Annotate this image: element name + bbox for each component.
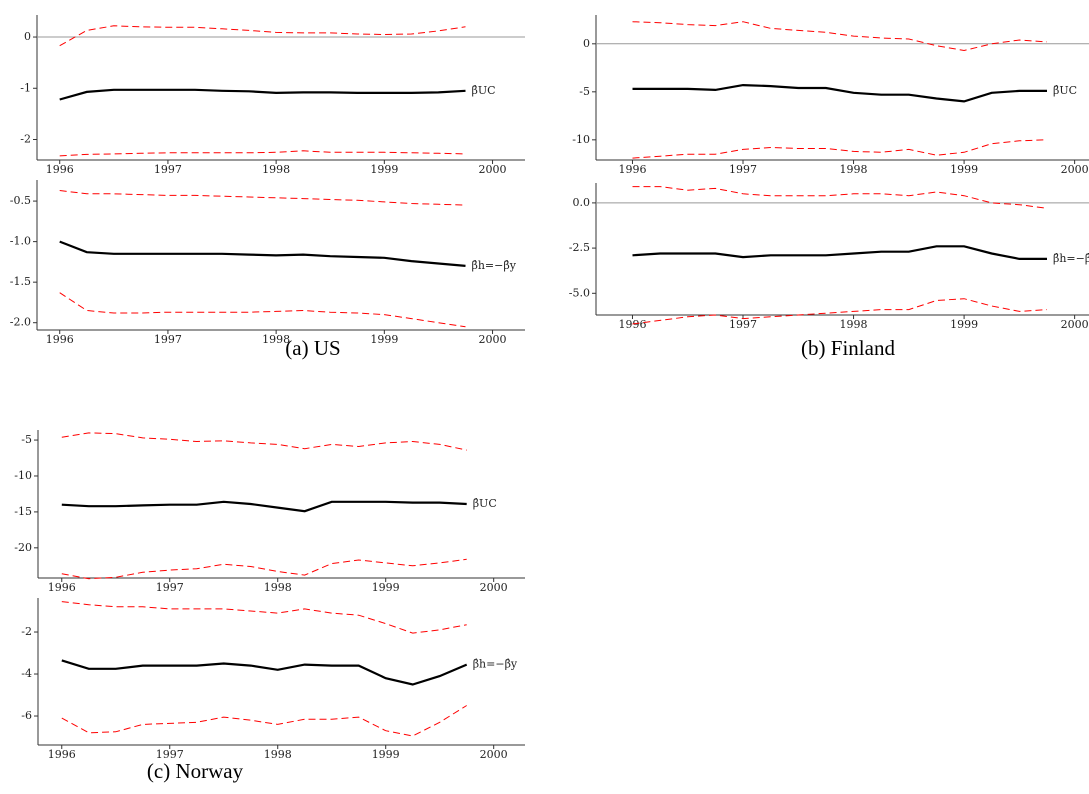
x-tick-label: 2000 — [1061, 163, 1089, 176]
annotation: β̂h=−β̂y — [473, 658, 518, 671]
y-tick-label: -2 — [20, 133, 31, 146]
y-tick-label: -20 — [14, 541, 32, 554]
series-line — [59, 240, 466, 267]
x-tick-label: 1998 — [262, 333, 290, 346]
y-tick-label: -6 — [21, 709, 32, 722]
annotation: β̂UC — [473, 497, 497, 510]
x-tick-label: 1998 — [262, 163, 290, 176]
x-tick-label: 1999 — [372, 748, 400, 761]
x-tick-label: 1997 — [729, 318, 757, 331]
y-tick-label: 0 — [583, 37, 590, 50]
y-tick-label: -4 — [21, 667, 32, 680]
annotation: β̂UC — [471, 84, 495, 97]
x-tick-label: 1999 — [370, 333, 398, 346]
series-line — [632, 245, 1047, 260]
y-tick-label: -0.5 — [10, 194, 31, 207]
y-tick-label: -15 — [14, 505, 32, 518]
x-tick-label: 2000 — [480, 748, 508, 761]
series-line — [61, 432, 467, 451]
x-tick-label: 1999 — [370, 163, 398, 176]
series-line — [59, 292, 466, 328]
annotation: β̂UC — [1053, 84, 1077, 97]
x-tick-label: 1996 — [48, 581, 76, 594]
x-tick-label: 2000 — [1061, 318, 1089, 331]
x-tick-label: 1997 — [154, 163, 182, 176]
x-tick-label: 2000 — [479, 333, 507, 346]
series-line — [632, 186, 1048, 209]
y-tick-label: -5 — [21, 433, 32, 446]
x-tick-label: 2000 — [479, 163, 507, 176]
y-tick-label: 0.0 — [573, 196, 591, 209]
series-line — [61, 558, 467, 580]
x-tick-label: 1999 — [372, 581, 400, 594]
y-tick-label: -5 — [579, 85, 590, 98]
x-tick-label: 1998 — [264, 748, 292, 761]
x-tick-label: 1996 — [48, 748, 76, 761]
series-line — [59, 25, 466, 47]
x-tick-label: 1996 — [618, 163, 646, 176]
x-tick-label: 1997 — [156, 581, 184, 594]
x-tick-label: 1998 — [840, 318, 868, 331]
x-tick-label: 1999 — [950, 163, 978, 176]
series-line — [59, 190, 466, 206]
series-line — [632, 139, 1048, 159]
y-tick-label: -5.0 — [569, 286, 590, 299]
y-tick-label: -1.5 — [10, 275, 31, 288]
series-line — [59, 88, 466, 101]
x-tick-label: 1997 — [729, 163, 757, 176]
x-tick-label: 1996 — [46, 163, 74, 176]
y-tick-label: -2.5 — [569, 241, 590, 254]
y-tick-label: -2 — [21, 625, 32, 638]
series-line — [61, 705, 467, 737]
series-line — [632, 83, 1047, 103]
annotation: β̂h=−β̂ — [1053, 252, 1089, 265]
x-tick-label: 2000 — [480, 581, 508, 594]
series-line — [59, 150, 466, 157]
series-line — [61, 500, 467, 513]
y-tick-label: -2.0 — [10, 316, 31, 329]
y-tick-label: -1.0 — [10, 235, 31, 248]
x-tick-label: 1997 — [156, 748, 184, 761]
series-line — [61, 659, 468, 686]
x-tick-label: 1996 — [618, 318, 646, 331]
caption: (c) Norway — [147, 759, 244, 783]
series-line — [632, 21, 1048, 52]
x-tick-label: 1999 — [950, 318, 978, 331]
caption: (b) Finland — [801, 336, 895, 360]
y-tick-label: -1 — [20, 81, 31, 94]
x-tick-label: 1998 — [264, 581, 292, 594]
caption: (a) US — [285, 336, 340, 360]
y-tick-label: -10 — [14, 469, 32, 482]
y-tick-label: -10 — [572, 133, 590, 146]
x-tick-label: 1998 — [840, 163, 868, 176]
annotation: β̂h=−β̂y — [471, 259, 516, 272]
y-tick-label: 0 — [24, 30, 31, 43]
x-tick-label: 1996 — [46, 333, 74, 346]
x-tick-label: 1997 — [154, 333, 182, 346]
series-line — [632, 298, 1048, 325]
series-line — [61, 601, 467, 634]
